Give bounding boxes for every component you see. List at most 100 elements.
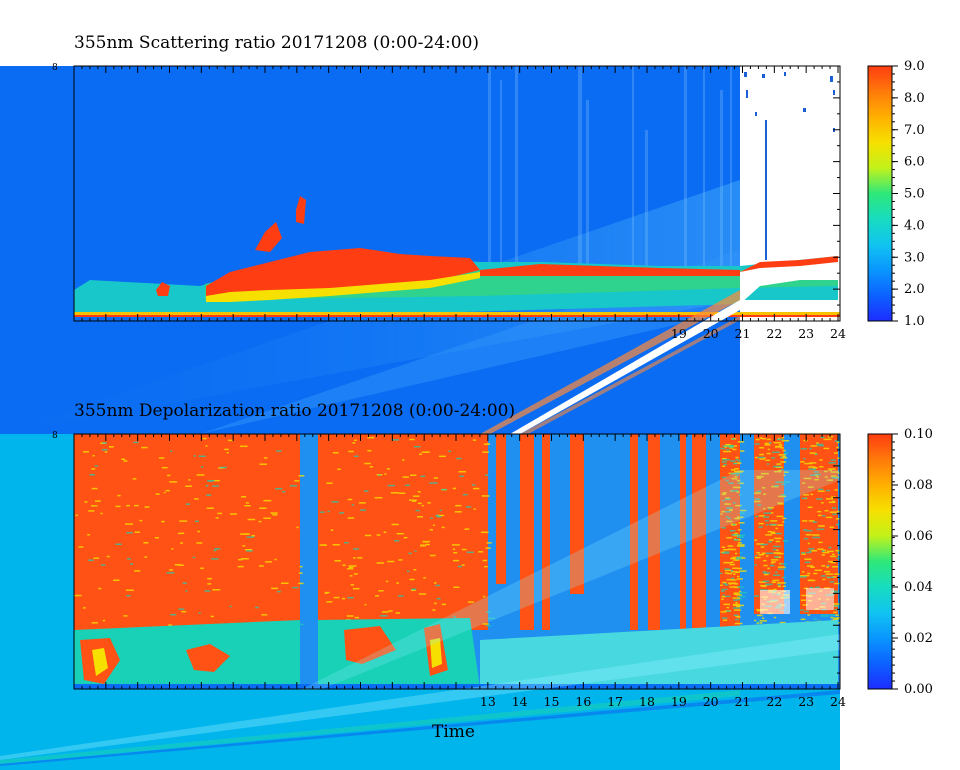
depolarization-speckle	[783, 452, 788, 454]
depolarization-speckle	[213, 549, 217, 552]
depolarization-speckle	[255, 606, 259, 609]
depolarization-speckle	[277, 590, 281, 593]
depolarization-speckle	[834, 440, 840, 442]
scattering-streaks	[488, 66, 732, 266]
depolarization-speckle	[835, 549, 840, 552]
depolarization-speckle	[330, 529, 334, 531]
depolarization-speckle	[829, 526, 834, 529]
depolarization-speckle	[472, 487, 480, 490]
depolarization-speckle	[817, 490, 825, 492]
depolarization-speckle	[206, 507, 214, 509]
depolarization-speckle	[259, 463, 267, 465]
depolarization-speckle	[185, 590, 188, 592]
depolarization-speckle	[320, 511, 325, 513]
depolarization-speckle	[726, 520, 733, 523]
depolarization-speckle	[729, 583, 732, 585]
depolarization-speckle	[721, 588, 728, 591]
depolarization-speckle	[721, 457, 727, 460]
depolarization-speckle	[226, 451, 229, 454]
depolarization-speckle	[298, 623, 304, 626]
depolarization-speckle	[835, 518, 840, 520]
depolarization-speckle	[347, 517, 355, 519]
depolarization-speckle	[123, 460, 128, 462]
depolarization-speckle	[818, 488, 824, 491]
depolarization-speckle	[833, 591, 840, 594]
depolarization-speckle	[776, 438, 784, 441]
depolarization-speckle	[485, 624, 492, 627]
depolarization-speckle	[810, 566, 815, 568]
depolarization-speckle	[732, 597, 741, 599]
depolarization-speckle	[170, 450, 173, 453]
scattering-boundary-layer	[74, 196, 840, 317]
depolarization-speckle	[759, 622, 763, 624]
depolarization-speckle	[432, 524, 435, 527]
depolarization-speckle	[282, 490, 286, 493]
depolarization-speckle	[764, 520, 769, 522]
depolarization-speckle	[348, 450, 354, 453]
scattering-no-data-region	[740, 66, 838, 262]
depolarization-speckle	[733, 592, 741, 594]
depolarization-speckle	[800, 552, 806, 554]
depolarization-speckle	[448, 450, 452, 453]
depolarization-speckle	[438, 455, 446, 458]
depolarization-speckle	[113, 579, 120, 582]
depolarization-speckle	[820, 614, 829, 617]
depolarization-speckle	[272, 514, 278, 516]
depolarization-speckle	[441, 526, 445, 529]
scattering-colorbar	[867, 65, 893, 322]
depolarization-speckle	[762, 580, 770, 583]
depolarization-speckle	[774, 484, 779, 487]
depolarization-speckle	[720, 551, 726, 553]
depolarization-speckle	[457, 565, 462, 568]
depolarization-speckle	[765, 583, 773, 586]
depolarization-speckle	[722, 594, 725, 596]
x-tick-label: 17	[607, 694, 623, 709]
depolarization-speckle	[132, 478, 137, 480]
depolarization-speckle	[763, 572, 771, 574]
depolarization-speckle	[74, 594, 82, 597]
depolarization-speckle	[813, 471, 819, 473]
depolarization-speckle	[782, 540, 789, 542]
depolarization-speckle	[367, 449, 372, 452]
depolarization-speckle	[453, 616, 456, 618]
depolarization-speckle	[729, 586, 738, 588]
depolarization-speckle	[82, 451, 89, 453]
depolarization-speckle	[822, 549, 827, 552]
depolarization-speckle	[814, 569, 822, 572]
depolarization-speckle	[808, 548, 815, 550]
depolarization-speckle	[774, 470, 782, 473]
depolarization-speckle	[800, 618, 806, 621]
depolarization-speckle	[459, 475, 464, 478]
depolarization-speckle	[452, 559, 460, 562]
depolarization-speckle	[754, 500, 761, 503]
depolarization-speckle	[258, 520, 262, 523]
depolarization-speckle	[410, 474, 417, 477]
depolarization-speckle	[825, 573, 834, 575]
depolarization-speckle	[801, 520, 808, 522]
depolarization-speckle	[205, 445, 208, 447]
depolarization-speckle	[326, 482, 333, 484]
depolarization-speckle	[763, 516, 770, 518]
depolarization-speckle	[192, 556, 196, 559]
depolarization-speckle	[763, 512, 771, 514]
depolarization-speckle	[244, 505, 251, 507]
depolarization-speckle	[207, 583, 212, 585]
depolarization-speckle	[837, 554, 840, 556]
depolarization-speckle	[807, 486, 814, 488]
depolarization-speckle	[194, 498, 199, 500]
depolarization-speckle	[737, 616, 741, 618]
depolarization-speckle	[779, 621, 786, 624]
depolarization-speckle	[733, 609, 742, 611]
depolarization-speckle	[771, 559, 779, 561]
depolarization-speckle	[126, 504, 130, 507]
depolarization-speckle	[783, 471, 789, 473]
depolarization-speckle	[769, 523, 777, 526]
depolarization-speckle	[205, 485, 209, 487]
depolarization-speckle	[224, 448, 229, 451]
depolarization-speckle	[201, 466, 204, 468]
depolarization-speckle	[778, 444, 783, 446]
depolarization-speckle	[774, 552, 781, 554]
depolarization-speckle	[837, 457, 840, 459]
depolarization-speckle	[766, 438, 771, 441]
depolarization-speckle	[452, 487, 456, 490]
